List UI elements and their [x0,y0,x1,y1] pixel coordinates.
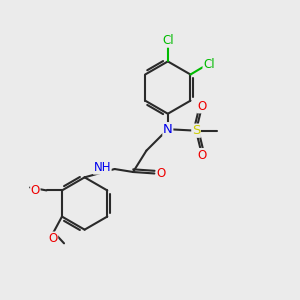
Text: O: O [197,100,207,113]
Text: O: O [197,148,207,162]
Text: O: O [156,167,166,180]
Text: N: N [163,123,173,136]
Text: Cl: Cl [203,58,215,71]
Text: O: O [31,184,40,197]
Text: Cl: Cl [162,34,174,47]
Text: NH: NH [94,161,111,174]
Text: O: O [48,232,58,245]
Text: S: S [192,124,200,137]
